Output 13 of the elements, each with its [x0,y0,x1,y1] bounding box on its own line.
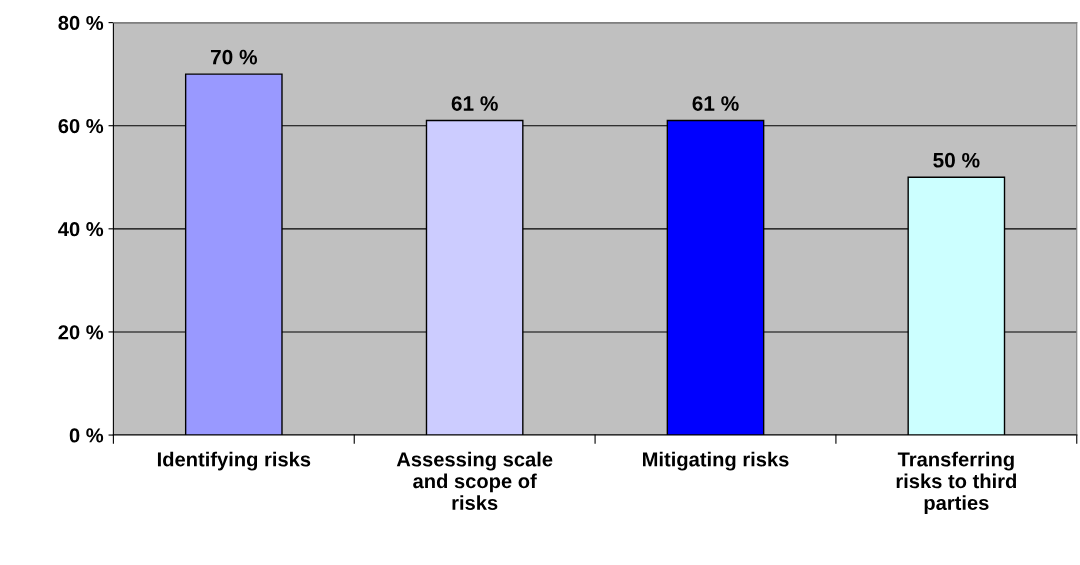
x-tick-label: Identifying risks [157,451,311,471]
data-label: 50 % [933,152,980,168]
y-tick-label: 0 % [69,428,104,443]
y-tick-label: 60 % [58,118,104,134]
x-tick-label: Mitigating risks [643,451,789,471]
y-tick-label: 40 % [58,222,104,237]
data-label: 70 % [210,49,258,65]
y-tick-label: 80 % [58,15,104,31]
data-label: 61 % [451,96,498,111]
x-tick-label: Transferring risks to third parties [896,451,1017,514]
y-tick-label: 20 % [58,325,104,340]
x-tick-label: Assessing scale and scope of risks [396,451,553,510]
data-label: 61 % [692,96,739,111]
